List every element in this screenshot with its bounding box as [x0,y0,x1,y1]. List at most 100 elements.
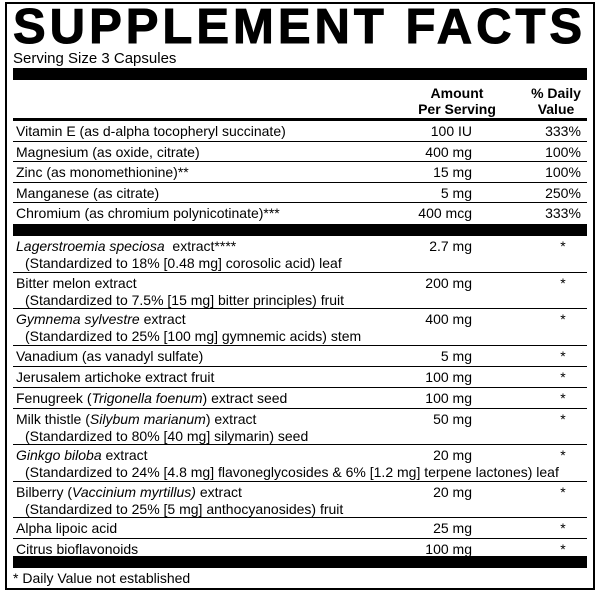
amount-per-serving: 5 mg [440,347,472,364]
amount-per-serving: 5 mg [440,184,472,201]
ingredient-name-part: Milk thistle ( [16,410,90,427]
amount-per-serving: 400 mg [425,143,472,160]
header-dv-line1: % Daily [531,85,581,101]
ingredient-name-part: Silybum marianum [89,410,206,427]
header-amount-line1: Amount [430,85,484,101]
divider-thick [13,68,587,80]
ingredient-name: Zinc (as monomethionine)** [16,164,189,181]
table-row: Lagerstroemia speciosa extract**** (Stand… [13,236,587,273]
amount-per-serving: 100 mg [425,389,472,406]
table-row: Jerusalem artichoke extract fruit 100 mg * [13,367,587,388]
amount-per-serving: 20 mg [433,447,472,463]
ingredient-name: Milk thistle (Silybum marianum) extract [16,411,256,428]
daily-value: * [560,238,566,254]
table-row: Bilberry (Vaccinium myrtillus) extract (S… [13,482,587,518]
table-row: Citrus bioflavonoids 100 mg * [13,539,587,560]
amount-per-serving: 2.7 mg [429,238,472,254]
ingredient-name: Alpha lipoic acid [16,520,117,537]
table-row: Manganese (as citrate) 5 mg 250% [13,183,587,204]
standardization-note: (Standardized to 24% [4.8 mg] flavonegly… [25,464,559,480]
header-amount: Amount Per Serving [407,85,507,117]
daily-value: * [560,541,566,557]
daily-value: * [560,311,566,327]
table-row: Gymnema sylvestre extract (Standardized t… [13,309,587,346]
amount-per-serving: 50 mg [433,410,472,427]
ingredient-name: Jerusalem artichoke extract fruit [16,369,214,386]
ingredient-name-part: Ginkgo biloba [16,447,102,463]
ingredient-name-part: Bilberry ( [16,483,73,500]
amount-per-serving: 25 mg [433,520,472,536]
divider-thick [13,224,587,236]
header-daily-value: % Daily Value [521,85,591,117]
table-row: Milk thistle (Silybum marianum) extract(… [13,409,587,445]
serving-size: Serving Size 3 Capsules [13,50,177,67]
amount-per-serving: 400 mg [425,311,472,327]
ingredient-name: Chromium (as chromium polynicotinate)*** [16,205,280,222]
ingredient-name-part: Chromium (as chromium polynicotinate)*** [16,205,280,222]
daily-value: 333% [545,205,581,222]
standardization-note: (Standardized to 18% [0.48 mg] corosolic… [25,255,342,271]
supplement-facts-label: SUPPLEMENT FACTS Serving Size 3 Capsules… [5,2,595,590]
daily-value: * [560,447,566,463]
table-row: Chromium (as chromium polynicotinate)***… [13,203,587,224]
label-title: SUPPLEMENT FACTS [12,0,587,54]
daily-value: * [560,483,566,500]
daily-value: 250% [545,184,581,201]
header-amount-line2: Per Serving [418,101,496,117]
ingredient-name: Gymnema sylvestre extract [16,311,186,328]
ingredient-name-part: extract [195,483,242,500]
standardization-note: (Standardized to 7.5% [15 mg] bitter pri… [25,291,345,308]
daily-value: * [560,389,566,406]
ingredient-name-part: Alpha lipoic acid [16,520,118,536]
ingredient-name-part: extract [139,311,186,327]
ingredient-name: Bitter melon extract [16,275,137,292]
daily-value: 100% [545,143,581,160]
daily-value: * [560,347,566,364]
divider-thick [13,556,587,568]
daily-value: 100% [545,164,581,181]
ingredient-name-part: Vitamin E (as d-alpha tocopheryl succina… [16,123,286,139]
daily-value: * [560,368,566,385]
ingredient-name-part: Jerusalem artichoke extract fruit [16,368,215,385]
ingredient-name-part: Trigonella foenum [91,389,203,406]
nutrient-rows-vitamins: Vitamin E (as d-alpha tocopheryl succina… [13,121,587,224]
ingredient-name-part: Vanadium (as vanadyl sulfate) [16,347,204,364]
header-dv-line2: Value [537,101,575,117]
ingredient-name: Vanadium (as vanadyl sulfate) [16,348,203,365]
ingredient-name: Fenugreek (Trigonella foenum) extract se… [16,390,287,407]
table-row: Zinc (as monomethionine)** 15 mg 100% [13,162,587,183]
amount-per-serving: 100 mg [425,368,472,385]
daily-value: * [560,410,566,427]
amount-per-serving: 100 IU [430,123,472,139]
ingredient-name: Manganese (as citrate) [16,185,159,202]
ingredient-name: Citrus bioflavonoids [16,541,138,558]
table-row: Bitter melon extract (Standardized to 7.5… [13,273,587,309]
footnote: * Daily Value not established [13,570,191,586]
amount-per-serving: 20 mg [433,483,472,500]
ingredient-name: Bilberry (Vaccinium myrtillus) extract [16,484,242,501]
ingredient-name-part: ) extract seed [202,389,288,406]
ingredient-name: Vitamin E (as d-alpha tocopheryl succina… [16,123,286,140]
table-row: Fenugreek (Trigonella foenum) extract se… [13,388,587,409]
ingredient-name: Ginkgo biloba extract [16,447,148,464]
standardization-note: (Standardized to 25% [5 mg] anthocyanosi… [25,500,344,517]
amount-per-serving: 200 mg [425,274,472,291]
amount-per-serving: 400 mcg [418,205,472,222]
amount-per-serving: 15 mg [433,164,472,181]
ingredient-name-part: Manganese (as citrate) [16,184,160,201]
nutrient-rows-extracts: Lagerstroemia speciosa extract**** (Stand… [13,236,587,560]
table-row: Alpha lipoic acid 25 mg * [13,518,587,539]
divider-medium [13,118,587,121]
ingredient-name-part: Bitter melon extract [16,274,137,291]
ingredient-name-part: Magnesium (as oxide, citrate) [16,143,200,160]
ingredient-name-part: Gymnema sylvestre [16,311,140,327]
daily-value: * [560,274,566,291]
ingredient-name-part: Citrus bioflavonoids [16,541,139,557]
standardization-note: (Standardized to 80% [40 mg] silymarin) … [25,427,309,444]
table-row: Vanadium (as vanadyl sulfate) 5 mg * [13,346,587,367]
ingredient-name-part: Vaccinium myrtillus) [72,483,196,500]
ingredient-name: Lagerstroemia speciosa extract**** [16,238,236,255]
ingredient-name: Magnesium (as oxide, citrate) [16,144,200,161]
ingredient-name-part: extract [101,447,148,463]
daily-value: 333% [545,123,581,139]
